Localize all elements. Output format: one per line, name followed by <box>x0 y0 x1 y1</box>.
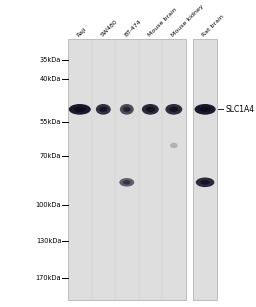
Text: Mouse kidney: Mouse kidney <box>170 3 205 38</box>
Text: Raji: Raji <box>76 26 88 38</box>
Ellipse shape <box>96 104 111 115</box>
Ellipse shape <box>200 180 210 185</box>
Ellipse shape <box>195 104 216 115</box>
Ellipse shape <box>99 107 107 112</box>
Text: 35kDa: 35kDa <box>40 57 61 63</box>
Ellipse shape <box>199 107 211 112</box>
Text: BT-474: BT-474 <box>123 19 142 38</box>
Text: 70kDa: 70kDa <box>40 153 61 159</box>
Text: SLC1A4: SLC1A4 <box>226 105 255 114</box>
Ellipse shape <box>170 143 178 148</box>
Text: SW480: SW480 <box>100 19 119 38</box>
Text: Rat brain: Rat brain <box>201 14 226 38</box>
Text: 130kDa: 130kDa <box>36 238 61 244</box>
Text: 100kDa: 100kDa <box>36 202 61 208</box>
Ellipse shape <box>69 104 91 115</box>
Ellipse shape <box>142 104 159 115</box>
Ellipse shape <box>146 107 155 112</box>
Ellipse shape <box>123 180 131 185</box>
Ellipse shape <box>120 104 134 115</box>
FancyBboxPatch shape <box>68 39 186 300</box>
Ellipse shape <box>196 177 214 187</box>
Ellipse shape <box>74 107 86 112</box>
FancyBboxPatch shape <box>193 39 217 300</box>
Ellipse shape <box>165 104 182 115</box>
Ellipse shape <box>123 107 131 112</box>
Text: 55kDa: 55kDa <box>40 119 61 126</box>
Text: 170kDa: 170kDa <box>36 275 61 281</box>
Ellipse shape <box>169 107 178 112</box>
Text: 40kDa: 40kDa <box>40 76 61 82</box>
Ellipse shape <box>119 178 134 187</box>
Text: Mouse brain: Mouse brain <box>147 7 178 38</box>
